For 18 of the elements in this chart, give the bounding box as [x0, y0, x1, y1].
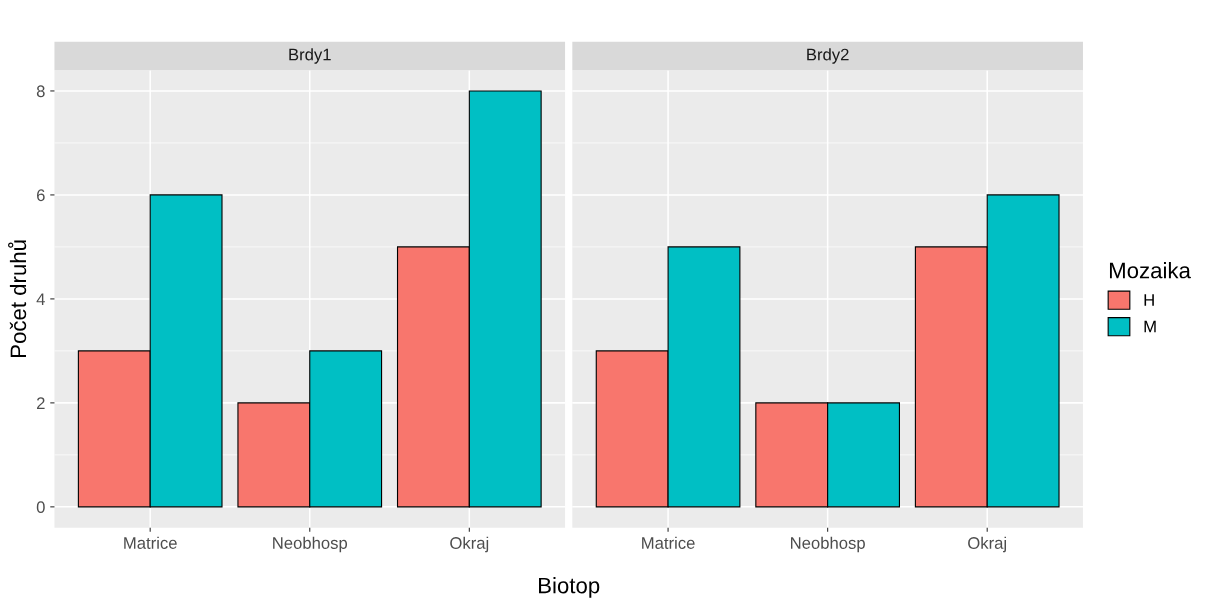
y-tick-label: 8: [36, 85, 45, 98]
legend-label: H: [1144, 294, 1154, 306]
legend-label: M: [1144, 320, 1156, 333]
x-tick-label: Neobhosp: [273, 536, 348, 553]
x-tick-label: Okraj: [450, 536, 489, 553]
y-axis-title: Počet druhů: [8, 240, 27, 357]
x-axis-title: Biotop: [539, 577, 600, 598]
legend-title: Mozaika: [1109, 262, 1191, 279]
y-tick-label: 0: [36, 501, 45, 514]
chart-title: Brdy2: [807, 48, 849, 64]
y-tick-label: 2: [36, 397, 45, 409]
x-tick-label: Okraj: [968, 536, 1006, 553]
x-tick-label: Neobhosp: [791, 536, 865, 553]
y-tick-label: 4: [36, 293, 45, 305]
x-tick-label: Matrice: [124, 536, 177, 549]
y-tick-label: 6: [37, 189, 45, 202]
chart-title: Brdy1: [289, 48, 331, 64]
x-tick-label: Matrice: [642, 536, 695, 549]
